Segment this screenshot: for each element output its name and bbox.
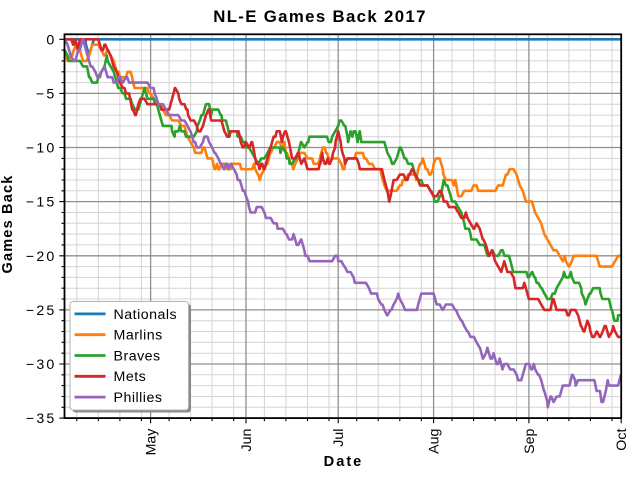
svg-text:May: May (144, 428, 160, 456)
svg-text:−35: −35 (26, 411, 57, 427)
svg-text:−10: −10 (26, 141, 57, 157)
svg-text:−30: −30 (26, 357, 57, 373)
svg-text:Phillies: Phillies (114, 390, 163, 406)
svg-text:Mets: Mets (114, 369, 147, 385)
svg-text:Games Back: Games Back (0, 174, 16, 273)
svg-text:−20: −20 (26, 249, 57, 265)
svg-text:Jun: Jun (239, 429, 255, 452)
svg-text:NL-E Games Back 2017: NL-E Games Back 2017 (213, 7, 427, 26)
svg-text:Nationals: Nationals (114, 307, 178, 323)
svg-text:Sep: Sep (522, 428, 538, 453)
svg-text:−25: −25 (26, 303, 57, 319)
svg-text:Jul: Jul (331, 429, 347, 447)
svg-text:−15: −15 (26, 195, 57, 211)
svg-text:Oct: Oct (614, 429, 630, 451)
svg-text:Braves: Braves (114, 348, 161, 364)
svg-text:Date: Date (324, 454, 364, 470)
svg-text:Marlins: Marlins (114, 328, 163, 344)
svg-text:Aug: Aug (427, 429, 443, 454)
svg-text:−5: −5 (36, 86, 57, 102)
svg-text:0: 0 (46, 32, 56, 48)
